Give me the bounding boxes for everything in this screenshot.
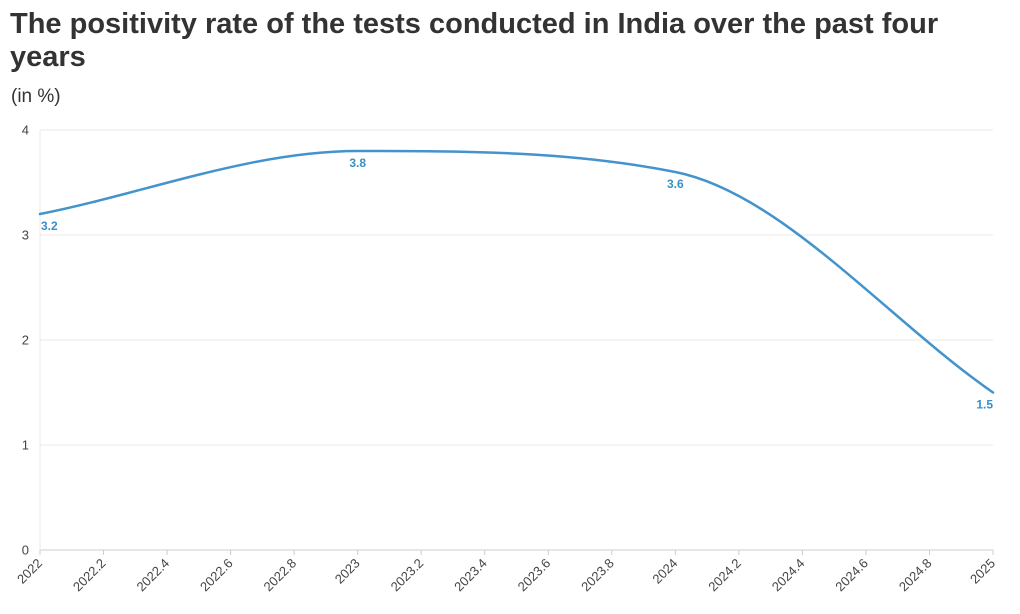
x-tick-label: 2024.6 <box>832 556 871 595</box>
y-tick-label: 0 <box>22 543 29 558</box>
data-label: 3.8 <box>349 156 366 170</box>
x-tick-label: 2023.6 <box>515 556 554 595</box>
x-tick-label: 2023.4 <box>451 556 490 595</box>
x-tick-label: 2024.4 <box>769 556 808 595</box>
data-label: 3.2 <box>41 219 58 233</box>
x-tick-label: 2024.8 <box>896 556 935 595</box>
x-tick-label: 2022.6 <box>197 556 236 595</box>
x-tick-label: 2022.8 <box>261 556 300 595</box>
data-label: 1.5 <box>976 398 993 412</box>
data-label: 3.6 <box>667 177 684 191</box>
y-tick-label: 4 <box>22 123 29 138</box>
x-tick-label: 2023 <box>332 556 363 587</box>
x-tick-label: 2023.8 <box>578 556 617 595</box>
x-tick-label: 2022.4 <box>133 556 172 595</box>
x-axis-ticks: 2022 2022.2 2022.4 2022.6 2022.8 2023 2023.2 20… <box>14 550 998 594</box>
y-axis-ticks: 0 1 2 3 4 <box>22 123 29 558</box>
chart-title: The positivity rate of the tests conduct… <box>10 8 939 73</box>
y-tick-label: 1 <box>22 438 29 453</box>
x-tick-label: 2024.2 <box>705 556 744 595</box>
series-group <box>38 149 995 394</box>
y-tick-label: 2 <box>22 333 29 348</box>
x-tick-label: 2024 <box>649 556 680 587</box>
grid-lines <box>39 129 993 551</box>
series-line <box>38 149 995 394</box>
x-tick-label: 2022.2 <box>70 556 109 595</box>
x-tick-label: 2022 <box>14 556 45 587</box>
data-labels: 3.2 3.8 3.6 1.5 <box>41 156 993 412</box>
y-tick-label: 3 <box>22 228 29 243</box>
x-tick-label: 2025 <box>967 556 998 587</box>
chart-subtitle: (in %) <box>11 86 61 107</box>
x-tick-label: 2023.2 <box>388 556 427 595</box>
